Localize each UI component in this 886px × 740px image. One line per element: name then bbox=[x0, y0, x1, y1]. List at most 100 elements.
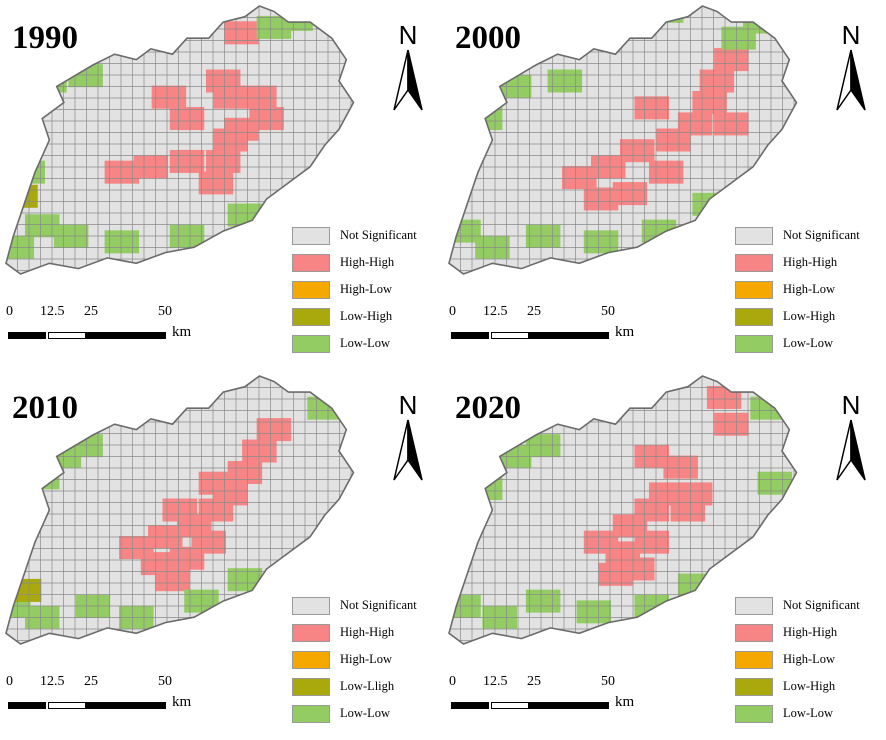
legend-label: High-High bbox=[783, 255, 838, 269]
legend-label: High-Low bbox=[783, 652, 836, 666]
scale-unit: km bbox=[615, 324, 635, 340]
low-low-cluster bbox=[525, 224, 561, 248]
low-low-cluster bbox=[757, 471, 793, 495]
high-high-cluster bbox=[714, 412, 749, 436]
scale-segment bbox=[491, 332, 529, 339]
scale-segment bbox=[529, 702, 609, 709]
basin-outline bbox=[448, 5, 798, 275]
scale-tick-label: 12.5 bbox=[40, 674, 65, 689]
legend-label: Low-High bbox=[340, 309, 393, 323]
north-arrow-icon: N bbox=[393, 20, 423, 111]
legend-label: Low-Low bbox=[340, 336, 390, 350]
legend-swatch bbox=[735, 596, 773, 615]
legend-swatch bbox=[292, 307, 330, 326]
high-high-cluster bbox=[191, 530, 226, 554]
scale-segment bbox=[529, 332, 609, 339]
low-low-cluster bbox=[17, 88, 53, 112]
high-high-cluster bbox=[205, 149, 241, 173]
scale-segment bbox=[8, 332, 46, 339]
legend-swatch bbox=[735, 307, 773, 326]
map-panel-1990: 1990 N Not Significant High-High High-Low Low… bbox=[0, 0, 443, 370]
legend-label: Not Significant bbox=[783, 228, 860, 242]
basin-outline bbox=[5, 375, 355, 645]
legend-label: Not Significant bbox=[783, 598, 860, 612]
legend-label: High-Low bbox=[340, 282, 393, 296]
legend-label: Not Significant bbox=[340, 598, 417, 612]
north-arrow-icon: N bbox=[393, 390, 423, 481]
scale-tick-label: 12.5 bbox=[483, 674, 508, 689]
legend-item: Low-High bbox=[735, 303, 885, 330]
scale-bar: 0 12.5 25 50 km bbox=[6, 674, 226, 724]
legend-label: Low-Low bbox=[783, 706, 833, 720]
legend-label: Low-High bbox=[783, 679, 836, 693]
north-label: N bbox=[842, 20, 861, 50]
high-high-cluster bbox=[213, 128, 248, 152]
year-title: 2000 bbox=[455, 20, 521, 56]
legend-swatch bbox=[292, 677, 330, 696]
scale-tick-label: 12.5 bbox=[40, 304, 65, 319]
high-high-cluster bbox=[634, 530, 669, 554]
legend-item: Low-Low bbox=[292, 330, 442, 357]
legend-item: Low-Low bbox=[735, 700, 885, 727]
map-panel-2020: 2020 N Not Significant High-High High-Low Low… bbox=[443, 370, 886, 740]
low-low-cluster bbox=[547, 391, 583, 415]
legend-swatch bbox=[735, 280, 773, 299]
low-low-cluster bbox=[449, 594, 481, 618]
legend-swatch bbox=[735, 650, 773, 669]
low-low-cluster bbox=[53, 224, 89, 248]
low-low-cluster bbox=[525, 589, 561, 613]
legend-swatch bbox=[292, 334, 330, 353]
basin-outline bbox=[5, 5, 355, 275]
map-panel-2010: 2010 N Not Significant High-High High-Low Low… bbox=[0, 370, 443, 740]
low-low-cluster bbox=[10, 160, 45, 184]
legend-item: High-High bbox=[735, 249, 885, 276]
scale-tick-label: 50 bbox=[158, 304, 172, 319]
scale-segment bbox=[86, 702, 166, 709]
scale-tick-label: 50 bbox=[158, 674, 172, 689]
legend-label: Low-High bbox=[783, 309, 836, 323]
scale-tick-label: 0 bbox=[449, 674, 456, 689]
legend-item: Low-High bbox=[735, 673, 885, 700]
legend-item: High-High bbox=[735, 619, 885, 646]
scale-unit: km bbox=[615, 694, 635, 710]
scale-segment bbox=[86, 332, 166, 339]
high-high-cluster bbox=[169, 107, 205, 131]
legend-label: High-High bbox=[340, 255, 395, 269]
low-low-cluster bbox=[525, 434, 561, 458]
legend-swatch bbox=[735, 334, 773, 353]
high-high-cluster bbox=[656, 128, 691, 152]
high-high-cluster bbox=[169, 149, 205, 173]
legend-item: High-High bbox=[292, 619, 442, 646]
high-high-cluster bbox=[104, 160, 140, 184]
high-high-cluster bbox=[663, 455, 698, 479]
legend-swatch bbox=[292, 704, 330, 723]
map-panel-2000: 2000 N Not Significant High-High High-Low Low… bbox=[443, 0, 886, 370]
legend-item: High-Low bbox=[292, 276, 442, 303]
scale-segment bbox=[8, 702, 46, 709]
legend-label: Low-Lligh bbox=[340, 679, 395, 693]
scale-unit: km bbox=[172, 324, 192, 340]
year-title: 2020 bbox=[455, 390, 521, 426]
high-high-cluster bbox=[256, 418, 292, 442]
legend-swatch bbox=[292, 253, 330, 272]
legend: Not Significant High-High High-Low Low-High… bbox=[735, 222, 885, 357]
scale-segment bbox=[48, 702, 86, 709]
scale-bar: 0 12.5 25 50 km bbox=[449, 304, 669, 354]
scale-segment bbox=[491, 702, 529, 709]
scale-tick-label: 25 bbox=[84, 304, 98, 319]
high-high-cluster bbox=[213, 85, 248, 109]
scale-tick-label: 25 bbox=[527, 674, 541, 689]
legend-label: High-Low bbox=[340, 652, 393, 666]
legend-item: Not Significant bbox=[292, 222, 442, 249]
scale-segment bbox=[451, 332, 489, 339]
high-high-cluster bbox=[242, 85, 277, 109]
scale-tick-label: 50 bbox=[601, 304, 615, 319]
legend-swatch bbox=[292, 650, 330, 669]
high-high-cluster bbox=[634, 96, 669, 120]
low-high-cluster bbox=[6, 184, 38, 208]
legend-item: Low-High bbox=[292, 303, 442, 330]
low-low-cluster bbox=[721, 26, 756, 50]
high-high-cluster bbox=[699, 69, 735, 93]
high-high-cluster bbox=[619, 139, 655, 163]
legend-item: High-High bbox=[292, 249, 442, 276]
